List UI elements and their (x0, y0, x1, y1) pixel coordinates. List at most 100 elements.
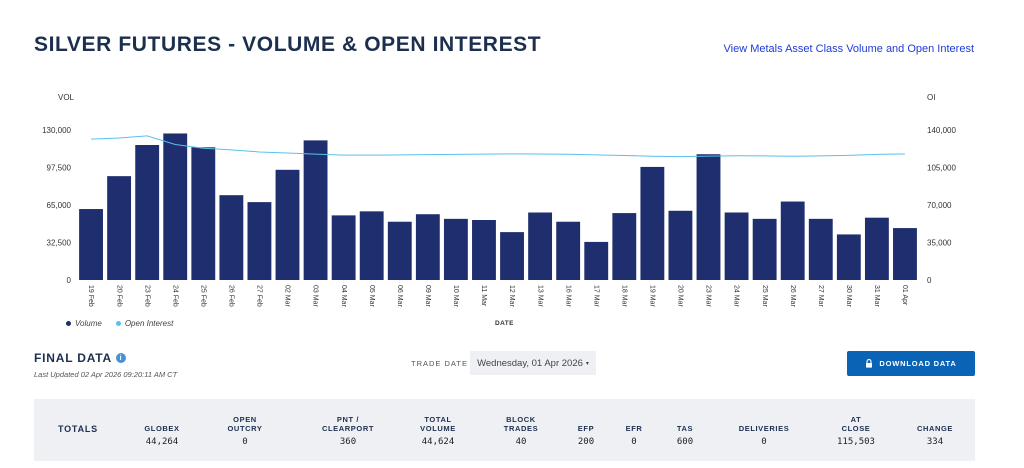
x-tick-label: 23 Feb (143, 285, 150, 307)
open-interest-dot-icon (115, 321, 121, 326)
totals-column-header: PNT / CLEARPORT (321, 415, 375, 433)
volume-bar (500, 232, 524, 280)
volume-bar (219, 195, 244, 280)
final-data-heading: FINAL DATA i (34, 351, 126, 365)
volume-bar (808, 218, 833, 280)
y-tick-label: 130,000 (42, 126, 71, 135)
trade-date-select[interactable]: Wednesday, 01 Apr 2026 ▾ (470, 351, 596, 375)
volume-bar (163, 133, 188, 280)
volume-bar (556, 221, 581, 280)
y-tick-label: 65,000 (47, 201, 72, 210)
totals-column-header: TAS (676, 424, 694, 433)
volume-bar (696, 154, 721, 280)
totals-label: TOTALS (58, 424, 98, 434)
totals-column-header: BLOCK TRADES (503, 415, 539, 433)
totals-column: DELIVERIES 0 (719, 413, 809, 447)
lock-icon (866, 359, 873, 368)
volume-bar (724, 212, 749, 280)
totals-column-value: 44,264 (145, 437, 179, 447)
volume-bar (107, 176, 132, 280)
y2-tick-label: 0 (927, 276, 932, 285)
volume-bar (247, 202, 272, 280)
totals-column: BLOCK TRADES 40 (476, 413, 566, 447)
x-tick-label: 27 Feb (256, 285, 263, 307)
totals-column-header: OPEN OUTCRY (227, 415, 263, 433)
x-tick-label: 10 Mar (452, 285, 459, 307)
totals-column: AT CLOSE 115,503 (811, 413, 901, 447)
totals-column-value: 44,624 (421, 437, 455, 447)
volume-bar (640, 166, 665, 280)
volume-bar (472, 220, 496, 280)
y2-tick-label: 70,000 (927, 201, 952, 210)
volume-bar (528, 212, 553, 280)
volume-oi-chart: 0 32,500 65,000 97,500 130,000 0 35,000 70,000 1… (42, 126, 956, 307)
totals-column-value: 600 (676, 437, 694, 447)
last-updated: Last Updated 02 Apr 2026 09:20:11 AM CT (34, 370, 178, 379)
totals-column-value: 334 (926, 437, 944, 447)
volume-bar (191, 147, 216, 280)
download-data-label: DOWNLOAD DATA (879, 359, 957, 368)
volume-bar (331, 215, 356, 280)
x-tick-label: 25 Mar (761, 285, 768, 307)
x-tick-label: 30 Mar (845, 285, 852, 307)
volume-bar (303, 140, 328, 280)
x-axis-title: DATE (495, 320, 514, 327)
totals-panel: TOTALS GLOBEX 44,264 OPEN OUTCRY 0 PNT / CLE… (34, 399, 975, 461)
x-tick-label: 24 Feb (171, 285, 178, 307)
chevron-down-icon: ▾ (585, 360, 589, 367)
volume-bar (668, 210, 693, 280)
volume-bar (836, 234, 861, 280)
chart-legend: Volume Open Interest (66, 319, 173, 328)
totals-column-header: DELIVERIES (738, 424, 790, 433)
x-tick-label: 24 Mar (733, 285, 740, 307)
x-tick-label: 26 Mar (789, 285, 796, 307)
volume-bar (443, 218, 468, 280)
legend-volume[interactable]: Volume (66, 319, 102, 328)
totals-column-header: AT CLOSE (841, 415, 871, 433)
x-tick-label: 04 Mar (340, 285, 347, 307)
volume-dot-icon (66, 321, 71, 326)
metals-volume-oi-link[interactable]: View Metals Asset Class Volume and Open … (723, 43, 974, 55)
volume-bar (752, 218, 777, 280)
legend-open-interest-label: Open Interest (124, 319, 174, 328)
volume-bar (359, 211, 384, 280)
x-tick-label: 23 Mar (705, 285, 712, 307)
volume-bar (275, 169, 300, 280)
y-tick-label: 32,500 (47, 239, 72, 248)
x-tick-label: 17 Mar (592, 285, 599, 307)
info-icon[interactable]: i (116, 353, 126, 363)
y2-tick-label: 140,000 (927, 126, 956, 135)
x-tick-label: 31 Mar (873, 285, 880, 307)
volume-bar (864, 217, 889, 280)
y2-tick-label: 35,000 (927, 239, 952, 248)
legend-volume-label: Volume (75, 319, 102, 328)
final-data-title: FINAL DATA (34, 351, 112, 365)
totals-column-value: 40 (515, 437, 527, 447)
x-tick-label: 16 Mar (564, 285, 571, 307)
y-tick-label: 0 (67, 276, 72, 285)
page-title: SILVER FUTURES - VOLUME & OPEN INTEREST (34, 33, 542, 56)
x-tick-label: 20 Feb (115, 285, 122, 307)
volume-bar (780, 201, 805, 280)
volume-bar (584, 241, 609, 280)
download-data-button[interactable]: DOWNLOAD DATA (847, 351, 975, 376)
x-tick-label: 09 Mar (424, 285, 431, 307)
totals-column-header: EFP (577, 424, 595, 433)
volume-bar (135, 145, 160, 280)
x-tick-label: 12 Mar (508, 285, 515, 307)
x-tick-label: 03 Mar (312, 285, 319, 307)
x-tick-label: 05 Mar (368, 285, 375, 307)
trade-date-value: Wednesday, 01 Apr 2026 (477, 357, 583, 369)
totals-column: CHANGE 334 (890, 413, 980, 447)
totals-column-value: 360 (339, 437, 357, 447)
volume-bar (79, 209, 103, 280)
x-tick-label: 18 Mar (620, 285, 627, 307)
totals-column-value: 0 (761, 437, 767, 447)
volume-bar (893, 228, 917, 280)
open-interest-line (91, 135, 905, 158)
y2-tick-label: 105,000 (927, 164, 956, 173)
legend-open-interest[interactable]: Open Interest (115, 319, 174, 328)
left-axis-label: VOL (58, 93, 75, 102)
volume-bar (387, 221, 412, 280)
x-tick-label: 27 Mar (817, 285, 824, 307)
